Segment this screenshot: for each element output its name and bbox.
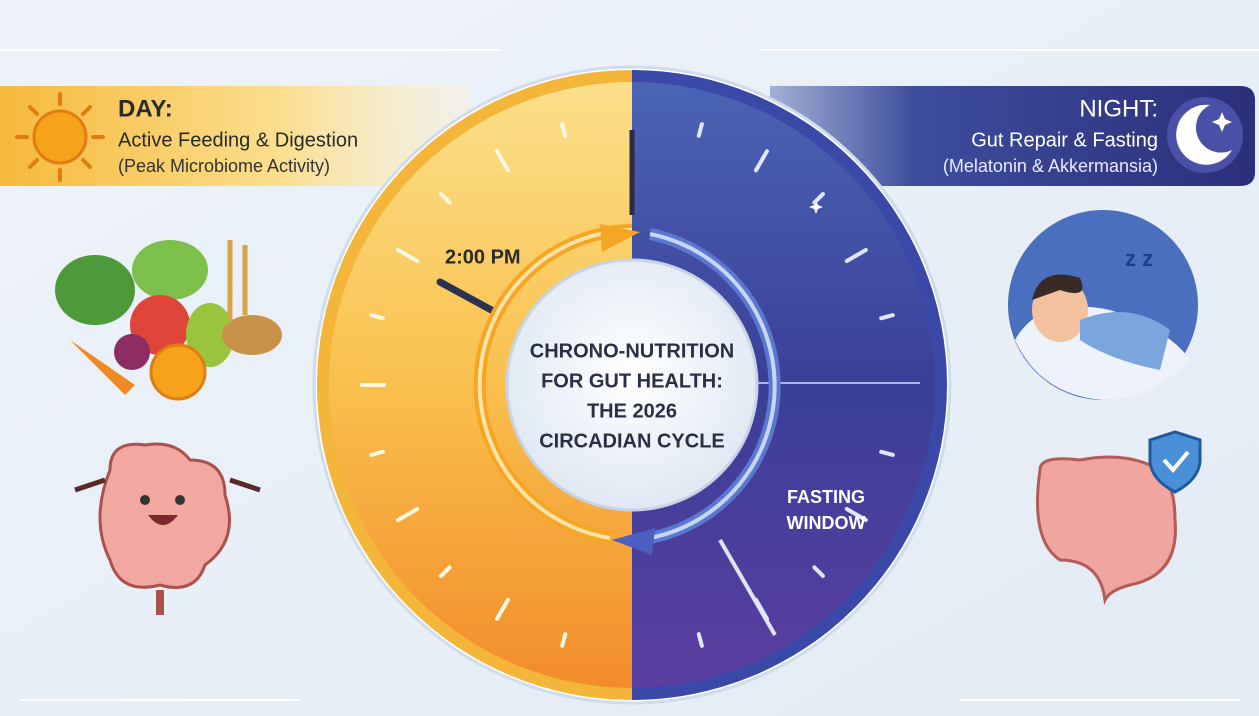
clock-tick <box>879 313 895 321</box>
food-illustration <box>55 240 282 401</box>
clock-tick <box>439 565 452 578</box>
time-label: 2:00 PM <box>445 246 521 268</box>
center-title-line: FOR GUT HEALTH: <box>541 370 723 392</box>
moon-icon <box>1167 97 1243 173</box>
day-note: (Peak Microbiome Activity) <box>118 156 330 176</box>
clock-tick <box>369 313 385 321</box>
clock-tick <box>844 248 868 263</box>
gut-illustration <box>74 442 261 615</box>
clock-tick <box>812 192 825 205</box>
center-title-line: THE 2026 <box>587 400 677 422</box>
night-heading: NIGHT: <box>1079 95 1158 122</box>
night-banner <box>770 86 1255 186</box>
zzz-icon: z z <box>1125 246 1153 271</box>
clock-tick <box>495 149 510 173</box>
clock-tick <box>560 632 568 648</box>
day-heading: DAY: <box>118 95 173 122</box>
clock-tick <box>754 597 769 621</box>
day-banner <box>0 86 470 186</box>
clock-tick <box>879 449 895 457</box>
window-label-line: WINDOW <box>787 513 866 533</box>
clock-tick <box>396 248 420 263</box>
night-title: Gut Repair & Fasting <box>971 129 1158 151</box>
clock-tick <box>696 632 704 648</box>
clock-tick <box>844 507 868 522</box>
center-title-line: CHRONO-NUTRITION <box>530 340 734 362</box>
clock-tick <box>560 122 568 138</box>
clock-tick <box>495 597 510 621</box>
clock-tick <box>812 565 825 578</box>
clock-tick <box>369 449 385 457</box>
clock-tick <box>396 507 420 522</box>
window-label: FASTING WINDOW <box>787 487 866 533</box>
healthy-gut-illustration <box>1036 430 1202 606</box>
clock-tick <box>696 122 704 138</box>
center-title-line: CIRCADIAN CYCLE <box>539 430 725 452</box>
sun-icon <box>15 92 105 182</box>
day-title: Active Feeding & Digestion <box>118 129 358 151</box>
frame-lines <box>0 49 1259 701</box>
center-title: CHRONO-NUTRITION FOR GUT HEALTH: THE 2026 C… <box>530 340 734 452</box>
clock-tick <box>439 192 452 205</box>
clock-tick <box>754 149 769 173</box>
window-label-line: FASTING <box>787 487 865 507</box>
sleeping-person: z z <box>1008 210 1198 400</box>
night-note: (Melatonin & Akkermansia) <box>943 156 1158 176</box>
clock <box>312 65 952 705</box>
